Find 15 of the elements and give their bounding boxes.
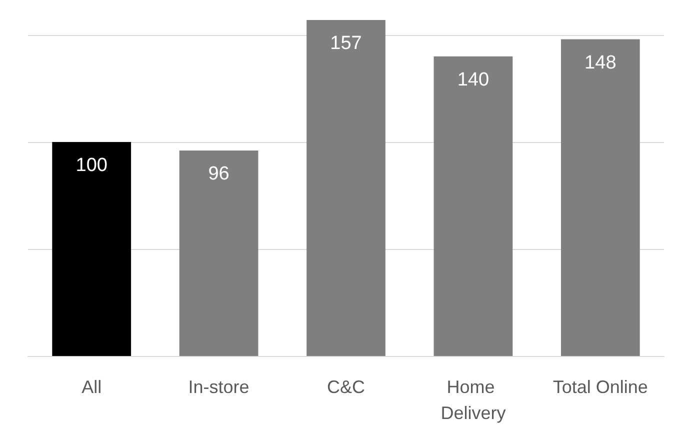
x-tick-label: All <box>82 377 102 397</box>
x-tick-label: C&C <box>326 377 366 397</box>
x-tick-label: Home Delivery <box>440 377 506 423</box>
bar <box>434 56 513 356</box>
bar <box>179 150 258 356</box>
data-label: 140 <box>457 69 490 90</box>
data-label: 96 <box>208 164 230 185</box>
data-label: 157 <box>330 33 362 54</box>
x-tick-label: In-store <box>188 377 250 397</box>
bar <box>306 20 386 356</box>
data-label: 148 <box>584 52 616 74</box>
bar <box>52 142 132 356</box>
data-label: 100 <box>76 154 108 176</box>
x-tick-label: Total Online <box>552 377 648 397</box>
bar <box>560 39 640 356</box>
